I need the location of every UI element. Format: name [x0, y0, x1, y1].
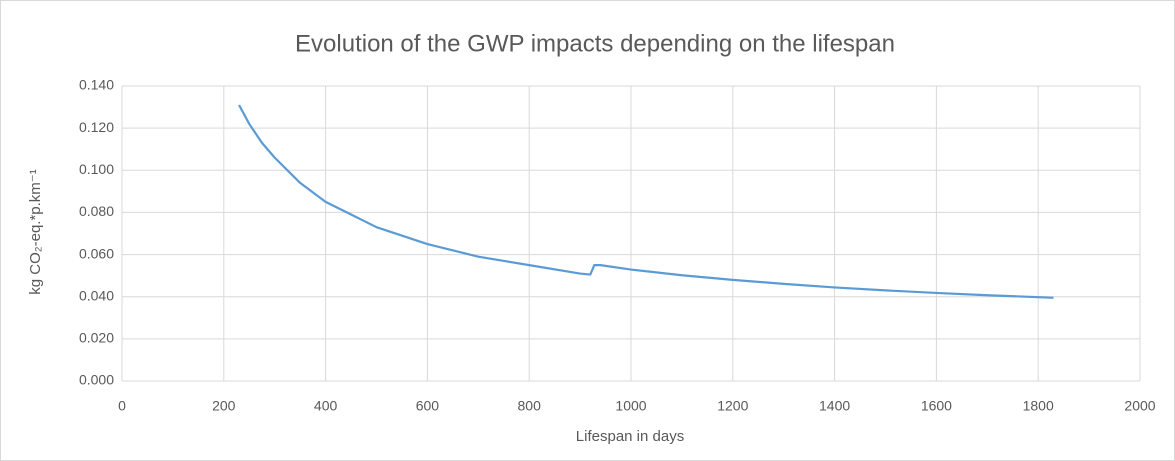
y-axis-label: kg CO₂-eq.*p.km⁻¹ [27, 169, 44, 294]
x-tick-label: 1800 [1023, 398, 1054, 414]
y-tick-label: 0.040 [79, 287, 114, 303]
x-tick-label: 400 [314, 398, 338, 414]
y-tick-label: 0.120 [79, 119, 114, 135]
y-tick-label: 0.080 [79, 203, 114, 219]
y-tick-label: 0.100 [79, 161, 114, 177]
data-line [238, 104, 1054, 299]
x-axis-label: Lifespan in days [576, 428, 684, 445]
y-tick-label: 0.060 [79, 245, 114, 261]
x-tick-label: 1000 [615, 398, 646, 414]
y-tick-label: 0.020 [79, 330, 114, 346]
x-tick-label: 600 [416, 398, 440, 414]
x-tick-label: 800 [518, 398, 542, 414]
x-tick-label: 200 [212, 398, 236, 414]
chart-title: Evolution of the GWP impacts depending o… [295, 30, 895, 57]
y-tick-label: 0.000 [79, 372, 114, 388]
y-tick-label: 0.140 [79, 77, 114, 93]
x-tick-label: 0 [118, 398, 126, 414]
x-tick-label: 1600 [921, 398, 952, 414]
x-tick-label: 2000 [1124, 398, 1155, 414]
x-tick-label: 1400 [819, 398, 850, 414]
x-tick-label: 1200 [717, 398, 748, 414]
